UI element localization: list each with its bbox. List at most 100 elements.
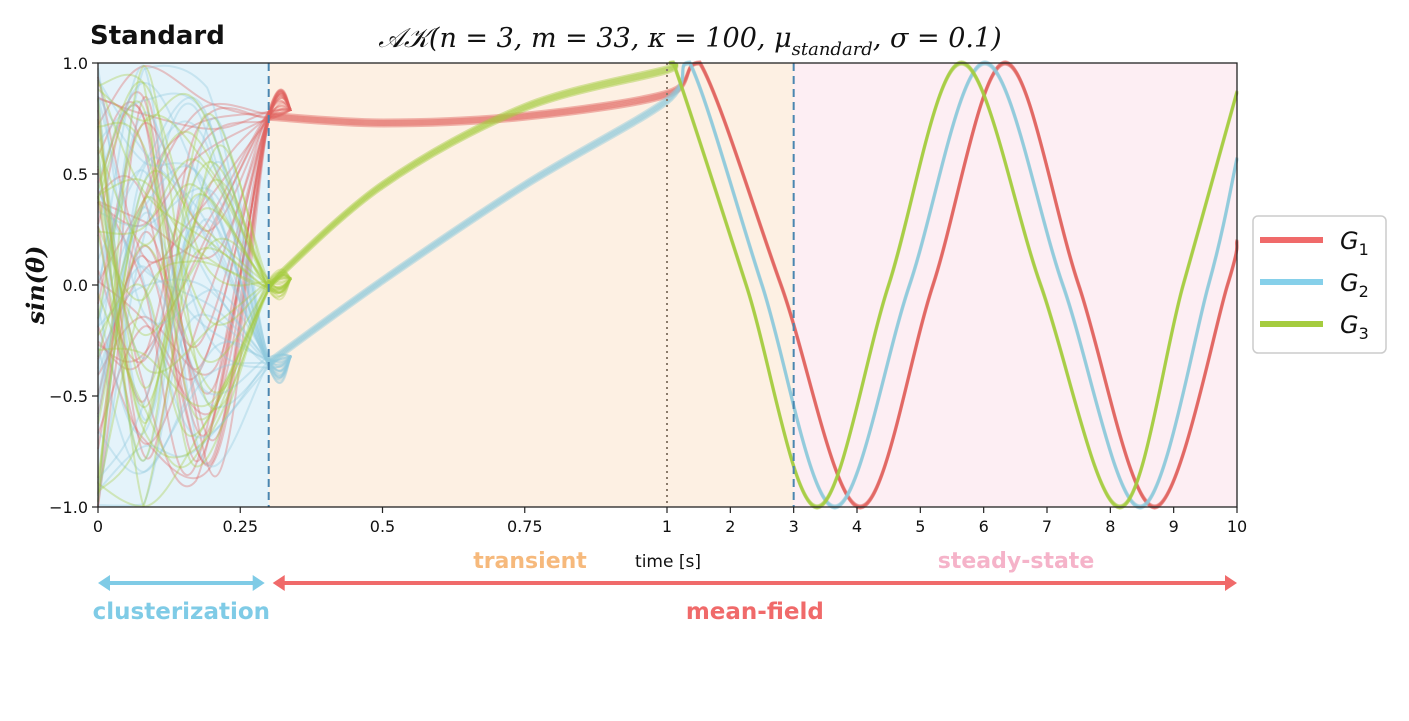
x-axis-label: time [s] <box>635 552 701 572</box>
oscillator-trace <box>97 187 293 372</box>
oscillator-trace <box>97 96 293 373</box>
x-tick-label: 9 <box>1169 517 1179 536</box>
oscillator-trace <box>97 88 293 437</box>
oscillator-trace <box>97 165 293 377</box>
oscillator-trace <box>97 95 293 416</box>
x-tick-label: 4 <box>852 517 862 536</box>
y-tick-label: −1.0 <box>49 498 88 517</box>
oscillator-trace <box>97 190 292 366</box>
oscillator-trace <box>97 340 292 473</box>
y-tick-label: −0.5 <box>49 387 88 406</box>
series-line-G2 <box>267 62 1239 510</box>
oscillator-trace <box>97 91 293 488</box>
oscillator-trace <box>97 96 293 384</box>
series-line-G1 <box>268 62 1239 510</box>
phase-labels: transient steady-state <box>473 549 1094 574</box>
oscillator-trace <box>97 195 292 336</box>
oscillator-trace <box>97 79 293 374</box>
x-tick-label: 8 <box>1105 517 1115 536</box>
oscillator-trace <box>97 121 292 363</box>
series-line-G3 <box>267 60 1239 508</box>
group-lines <box>267 60 1239 510</box>
oscillator-trace <box>97 65 292 126</box>
y-axis: 1.0 0.5 0.0 −0.5 −1.0 <box>49 54 98 517</box>
x-tick-label: 0.75 <box>507 517 543 536</box>
oscillator-trace <box>97 265 292 408</box>
phase-label-transient: transient <box>473 549 587 574</box>
y-tick-label: 0.5 <box>63 165 88 184</box>
y-tick-label: 1.0 <box>63 54 88 73</box>
oscillator-trace <box>97 68 292 363</box>
oscillator-trace <box>97 79 293 291</box>
x-tick-label: 7 <box>1042 517 1052 536</box>
series-line-G1 <box>268 61 1239 509</box>
legend: G1 G2 G3 <box>1252 215 1387 354</box>
oscillator-trace <box>97 146 293 294</box>
regime-label-clusterization: clusterization <box>93 599 270 625</box>
x-axis: 0 0.25 0.5 0.75 1 2 3 4 5 6 7 8 9 10 <box>93 507 1247 536</box>
oscillator-trace <box>97 96 293 460</box>
oscillator-trace <box>97 165 292 374</box>
oscillator-trace <box>97 90 293 465</box>
oscillator-trace <box>97 76 292 264</box>
x-tick-label: 2 <box>725 517 735 536</box>
oscillator-trace <box>97 355 292 475</box>
legend-label-G3: G3 <box>1340 311 1369 343</box>
oscillator-trace <box>97 64 292 502</box>
oscillator-trace <box>97 156 292 496</box>
oscillator-trace <box>97 211 292 403</box>
x-tick-label: 0.25 <box>222 517 258 536</box>
oscillator-trace <box>97 103 292 284</box>
oscillator-trace <box>97 64 293 379</box>
oscillator-trace <box>97 94 293 376</box>
oscillator-trace <box>97 108 292 450</box>
oscillator-trace <box>97 313 293 507</box>
oscillator-trace <box>97 275 292 408</box>
oscillator-trace <box>97 244 292 424</box>
series-line-G1 <box>268 62 1239 510</box>
x-tick-label: 5 <box>915 517 925 536</box>
series-line-G3 <box>267 61 1239 509</box>
regime-label-mean-field: mean-field <box>686 599 824 625</box>
oscillator-trace <box>97 355 292 492</box>
series-line-G2 <box>267 60 1239 508</box>
series-line-G3 <box>267 61 1239 510</box>
series-line-G3 <box>267 60 1239 508</box>
oscillator-trace <box>97 111 293 369</box>
oscillator-trace <box>97 178 293 293</box>
oscillator-trace <box>97 108 292 371</box>
phase-bg-clusterization <box>98 63 269 507</box>
y-axis-label: sin(θ) <box>21 246 50 326</box>
oscillator-trace <box>97 278 292 366</box>
oscillator-trace <box>97 260 292 495</box>
oscillator-trace <box>97 96 292 130</box>
x-tick-label: 0 <box>93 517 103 536</box>
oscillator-trace <box>97 95 292 439</box>
x-tick-label: 3 <box>789 517 799 536</box>
panel-label: Standard <box>90 21 225 51</box>
oscillator-trace <box>97 88 293 301</box>
oscillator-trace <box>97 92 293 442</box>
oscillator-trace <box>97 99 292 260</box>
oscillator-trace <box>97 107 292 364</box>
oscillator-trace <box>97 89 293 467</box>
y-tick-label: 0.0 <box>63 276 88 295</box>
oscillator-trace <box>97 108 292 227</box>
oscillator-trace <box>97 90 293 480</box>
chart-title: 𝒜𝒦(n = 3, m = 33, κ = 100, μstandard, σ … <box>378 23 1001 60</box>
oscillator-trace <box>97 130 293 358</box>
legend-label-G1: G1 <box>1340 227 1369 259</box>
oscillator-trace <box>97 158 293 290</box>
oscillator-trace <box>97 94 293 434</box>
x-tick-label: 10 <box>1227 517 1247 536</box>
oscillator-trace <box>97 92 293 376</box>
phase-label-steady-state: steady-state <box>938 549 1095 574</box>
oscillator-trace <box>97 195 292 484</box>
oscillator-trace <box>97 206 292 418</box>
oscillator-trace <box>97 88 293 476</box>
x-tick-label: 1 <box>662 517 672 536</box>
oscillator-trace <box>97 105 292 363</box>
series-line-G1 <box>268 60 1239 508</box>
x-tick-label: 0.5 <box>370 517 395 536</box>
